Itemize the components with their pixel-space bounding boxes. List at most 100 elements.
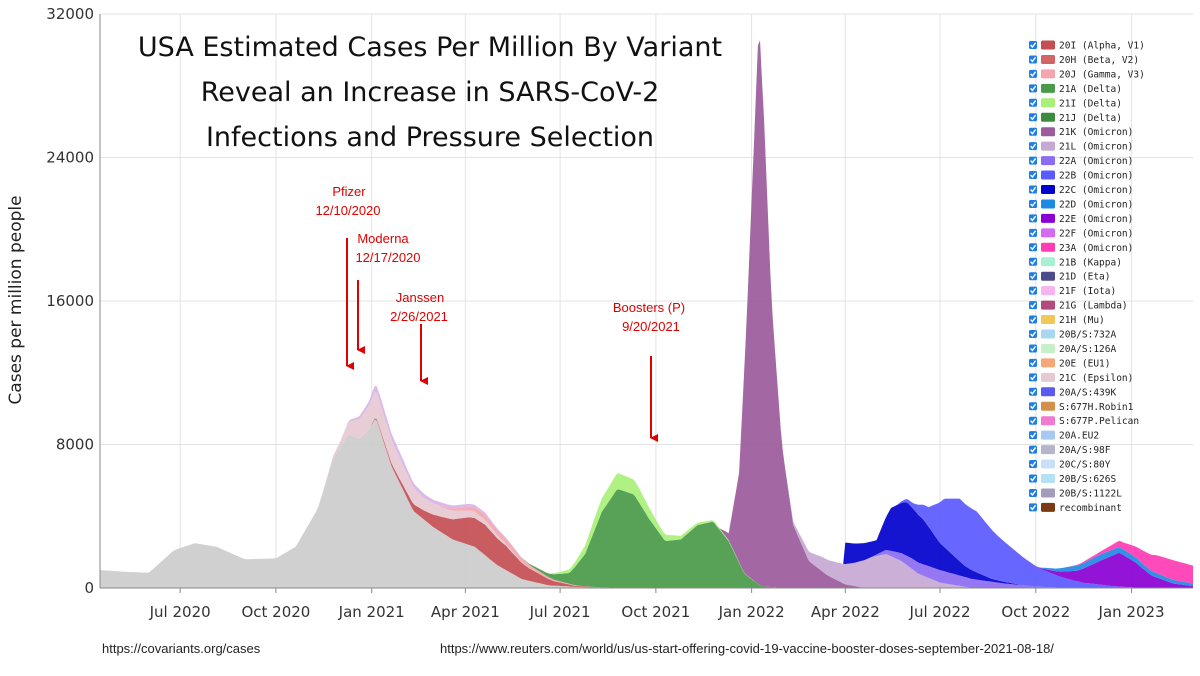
legend-item-22d-omicron[interactable]: 22D (Omicron): [1029, 199, 1133, 210]
legend-item-21a-delta[interactable]: 21A (Delta): [1029, 83, 1122, 95]
legend-item-21b-kappa[interactable]: 21B (Kappa): [1029, 257, 1122, 268]
legend-checkbox[interactable]: [1029, 315, 1037, 324]
legend-swatch: [1041, 199, 1055, 209]
legend-checkbox[interactable]: [1029, 330, 1037, 338]
legend-checkbox[interactable]: [1029, 402, 1037, 411]
legend-swatch: [1041, 127, 1055, 137]
legend-checkbox[interactable]: [1029, 55, 1037, 64]
legend-checkbox[interactable]: [1029, 344, 1037, 353]
annotation-pfizer: Pfizer 12/10/2020: [315, 184, 381, 370]
x-tick-label: Oct 2020: [241, 603, 310, 621]
legend-item-s-677p-pelican[interactable]: S:677P.Pelican: [1029, 416, 1139, 427]
legend-checkbox[interactable]: [1029, 228, 1037, 237]
legend-checkbox[interactable]: [1029, 84, 1037, 93]
legend-checkbox[interactable]: [1029, 69, 1037, 78]
legend-item-21k-omicron[interactable]: 21K (Omicron): [1029, 127, 1133, 138]
legend-swatch: [1041, 185, 1055, 194]
legend-item-21j-delta[interactable]: 21J (Delta): [1029, 112, 1122, 124]
legend-label: 22E (Omicron): [1059, 214, 1133, 225]
legend-checkbox[interactable]: [1029, 171, 1037, 180]
legend-item-s-677h-robin1[interactable]: S:677H.Robin1: [1029, 401, 1134, 413]
legend-item-22a-omicron[interactable]: 22A (Omicron): [1029, 156, 1133, 167]
checkmark-icon: [1030, 71, 1037, 77]
legend-checkbox[interactable]: [1029, 156, 1037, 165]
legend-item-21l-omicron[interactable]: 21L (Omicron): [1029, 141, 1133, 153]
legend-checkbox[interactable]: [1029, 358, 1037, 367]
legend-checkbox[interactable]: [1029, 272, 1037, 281]
legend-checkbox[interactable]: [1029, 214, 1037, 223]
legend-checkbox[interactable]: [1029, 185, 1037, 194]
legend-item-20c-s-80y[interactable]: 20C/S:80Y: [1029, 459, 1111, 471]
checkmark-icon: [1030, 42, 1037, 49]
legend-checkbox[interactable]: [1029, 416, 1037, 425]
legend-swatch: [1041, 156, 1055, 166]
legend-item-recombinant[interactable]: recombinant: [1029, 502, 1122, 514]
title-line-2: Reveal an Increase in SARS-CoV-2: [201, 77, 660, 108]
legend-checkbox[interactable]: [1029, 286, 1037, 295]
checkmark-icon: [1030, 143, 1037, 150]
legend-label: 20A/S:98F: [1059, 445, 1111, 456]
legend-checkbox[interactable]: [1029, 98, 1037, 107]
legend-checkbox[interactable]: [1029, 257, 1037, 266]
legend-checkbox[interactable]: [1029, 142, 1037, 151]
y-tick-label: 16000: [46, 292, 94, 310]
legend-checkbox[interactable]: [1029, 127, 1037, 136]
legend-checkbox[interactable]: [1029, 488, 1037, 497]
legend-item-22f-omicron[interactable]: 22F (Omicron): [1029, 228, 1133, 239]
legend-item-20a-s-98f[interactable]: 20A/S:98F: [1029, 445, 1111, 456]
legend-swatch: [1041, 372, 1055, 382]
legend-item-20b-s-626s[interactable]: 20B/S:626S: [1029, 474, 1116, 485]
legend-swatch: [1041, 416, 1055, 426]
legend-item-22c-omicron[interactable]: 22C (Omicron): [1029, 185, 1133, 196]
legend-item-21d-eta[interactable]: 21D (Eta): [1029, 271, 1110, 283]
source-right-link[interactable]: https://www.reuters.com/world/us/us-star…: [440, 641, 1054, 656]
legend-item-20a-s-439k[interactable]: 20A/S:439K: [1029, 387, 1116, 398]
legend-item-20i-alpha-v1[interactable]: 20I (Alpha, V1): [1029, 40, 1145, 52]
legend-checkbox[interactable]: [1029, 199, 1037, 208]
legend-label: 22A (Omicron): [1059, 156, 1133, 167]
legend-checkbox[interactable]: [1029, 301, 1037, 310]
legend-checkbox[interactable]: [1029, 474, 1037, 483]
legend-checkbox[interactable]: [1029, 445, 1037, 454]
legend-item-21c-epsilon[interactable]: 21C (Epsilon): [1029, 372, 1133, 384]
legend-checkbox[interactable]: [1029, 113, 1037, 122]
legend-item-21f-iota[interactable]: 21F (Iota): [1029, 286, 1116, 297]
checkmark-icon: [1030, 331, 1037, 338]
legend-item-20b-s-1122l[interactable]: 20B/S:1122L: [1029, 488, 1122, 499]
legend-label: 22F (Omicron): [1059, 228, 1133, 239]
legend-checkbox[interactable]: [1029, 503, 1037, 512]
legend-item-21h-mu[interactable]: 21H (Mu): [1029, 315, 1105, 326]
legend-checkbox[interactable]: [1029, 243, 1037, 252]
legend-item-21g-lambda[interactable]: 21G (Lambda): [1029, 300, 1128, 312]
legend-item-20a-s-126a[interactable]: 20A/S:126A: [1029, 343, 1116, 355]
y-tick-label: 0: [84, 579, 94, 597]
legend-item-20h-beta-v2[interactable]: 20H (Beta, V2): [1029, 54, 1139, 66]
legend-item-22e-omicron[interactable]: 22E (Omicron): [1029, 213, 1133, 225]
legend-checkbox[interactable]: [1029, 431, 1037, 440]
legend-label: 22C (Omicron): [1059, 185, 1133, 196]
checkmark-icon: [1030, 360, 1037, 366]
legend-item-20b-s-732a[interactable]: 20B/S:732A: [1029, 329, 1116, 341]
legend-item-20a-eu2[interactable]: 20A.EU2: [1029, 430, 1099, 442]
source-left-link[interactable]: https://covariants.org/cases: [102, 641, 261, 656]
checkmark-icon: [1030, 446, 1037, 453]
legend-item-22b-omicron[interactable]: 22B (Omicron): [1029, 170, 1133, 182]
area-others: [100, 419, 1193, 588]
legend-checkbox[interactable]: [1029, 387, 1037, 396]
legend-item-20e-eu1[interactable]: 20E (EU1): [1029, 358, 1110, 369]
annotation-janssen-name: Janssen: [396, 290, 444, 305]
checkmark-icon: [1030, 85, 1037, 92]
checkmark-icon: [1030, 461, 1037, 468]
legend-item-20j-gamma-v3[interactable]: 20J (Gamma, V3): [1029, 69, 1145, 80]
legend-item-21i-delta[interactable]: 21I (Delta): [1029, 98, 1122, 109]
legend-item-23a-omicron[interactable]: 23A (Omicron): [1029, 242, 1133, 254]
checkmark-icon: [1030, 129, 1037, 135]
legend-checkbox[interactable]: [1029, 373, 1037, 382]
legend-swatch: [1041, 112, 1055, 122]
legend-swatch: [1041, 170, 1055, 180]
legend-label: 20B/S:732A: [1059, 330, 1116, 341]
legend-checkbox[interactable]: [1029, 460, 1037, 469]
legend-label: 23A (Omicron): [1059, 243, 1133, 254]
y-tick-label: 8000: [56, 436, 94, 454]
legend-checkbox[interactable]: [1029, 41, 1037, 49]
